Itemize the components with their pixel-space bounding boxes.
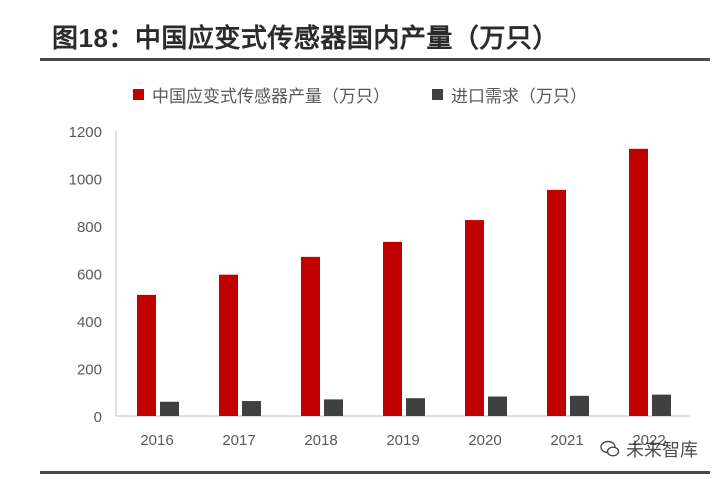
x-tick-label: 2021: [550, 432, 583, 449]
y-tick-label: 200: [77, 362, 102, 379]
x-tick-label: 2019: [386, 432, 419, 449]
chart-title: 图18：中国应变式传感器国内产量（万只）: [52, 23, 559, 53]
y-tick-label: 600: [77, 267, 102, 284]
bar-production: [629, 148, 648, 416]
y-tick-label: 800: [77, 219, 102, 236]
watermark: 未来智库: [600, 436, 698, 462]
bar-import: [652, 394, 671, 416]
x-tick-label: 2017: [222, 432, 255, 449]
x-tick-label: 2016: [140, 432, 173, 449]
legend-label-import: 进口需求（万只）: [451, 86, 587, 106]
bar-import: [160, 401, 179, 416]
bar-import: [406, 398, 425, 416]
watermark-text: 未来智库: [626, 440, 698, 460]
legend-swatch-production: [133, 88, 144, 100]
bar-import: [488, 396, 507, 416]
bottom-divider: [40, 471, 710, 474]
y-tick-label: 0: [94, 409, 102, 426]
legend-label-production: 中国应变式传感器产量（万只）: [152, 86, 390, 106]
bar-production: [383, 241, 402, 416]
x-tick-label: 2022: [632, 432, 665, 449]
legend-swatch-import: [432, 88, 443, 100]
bar-production: [219, 274, 238, 416]
y-tick-label: 1000: [69, 172, 102, 189]
bar-production: [137, 294, 156, 416]
bar-production: [465, 220, 484, 416]
bar-import: [242, 401, 261, 416]
legend-item-production: 中国应变式传感器产量（万只）: [133, 82, 390, 107]
y-tick-label: 1200: [69, 124, 102, 141]
wechat-icon: [600, 440, 620, 457]
legend: 中国应变式传感器产量（万只） 进口需求（万只）: [0, 80, 720, 108]
title-divider: [40, 58, 710, 61]
bar-production: [301, 256, 320, 416]
bar-import: [324, 399, 343, 416]
x-tick-label: 2018: [304, 432, 337, 449]
legend-item-import: 进口需求（万只）: [432, 82, 587, 107]
bar-import: [570, 395, 589, 416]
x-tick-label: 2020: [468, 432, 501, 449]
bar-production: [547, 189, 566, 416]
y-tick-label: 400: [77, 314, 102, 331]
